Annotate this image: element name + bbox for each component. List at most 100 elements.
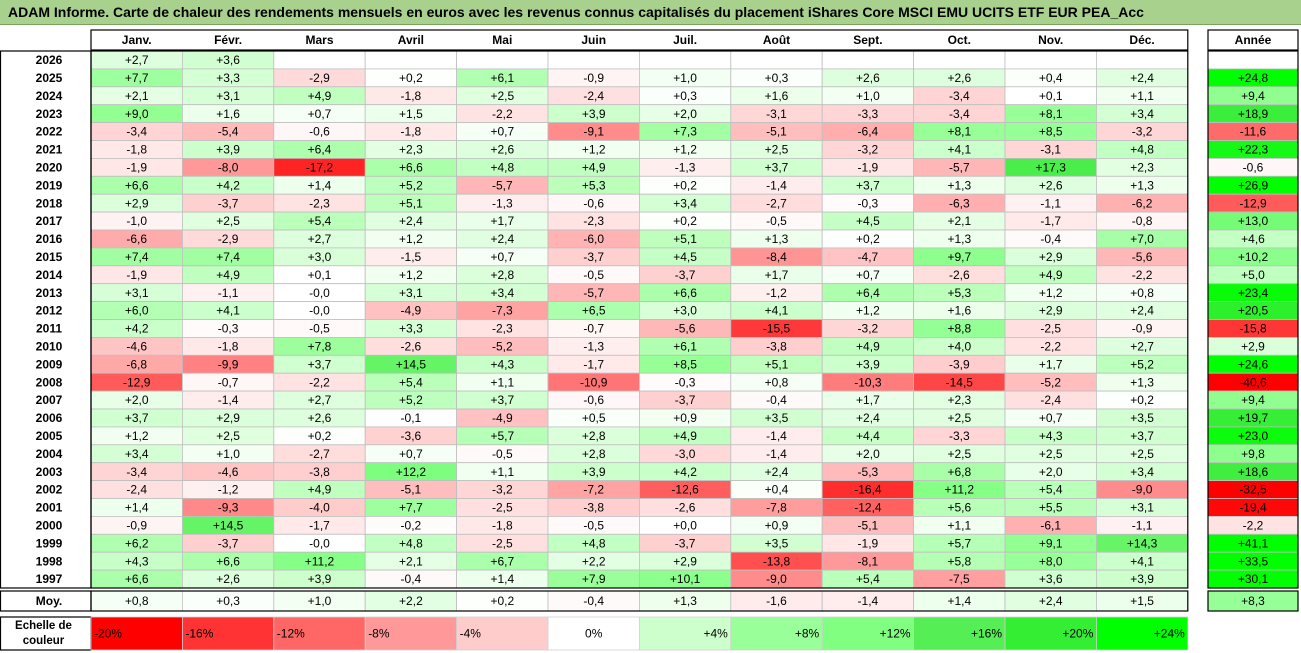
cell-value: +2,9 xyxy=(673,554,697,568)
month-header: Mars xyxy=(305,33,333,47)
annual-value: +26,9 xyxy=(1238,178,1269,192)
average-value: +0,2 xyxy=(490,594,514,608)
cell-value: -0,2 xyxy=(401,519,422,533)
cell-value: -1,4 xyxy=(766,178,787,192)
cell-value: +2,5 xyxy=(947,411,971,425)
cell-value: -2,3 xyxy=(309,196,330,210)
cell-value: -12,6 xyxy=(671,483,699,497)
cell-value: -3,9 xyxy=(949,357,970,371)
cell-value: +5,6 xyxy=(947,501,971,515)
cell-value: +7,3 xyxy=(673,125,697,139)
cell-value: -1,4 xyxy=(766,447,787,461)
cell-value: -0,0 xyxy=(309,536,330,550)
cell-value: +3,7 xyxy=(125,411,149,425)
cell-value: +5,7 xyxy=(947,536,971,550)
month-header-frame xyxy=(90,29,1189,51)
cell-value: -1,9 xyxy=(126,268,147,282)
cell-value: +2,6 xyxy=(947,71,971,85)
cell-value: +2,1 xyxy=(125,89,149,103)
cell-value: -1,7 xyxy=(309,519,330,533)
annual-value: -12,9 xyxy=(1239,196,1267,210)
cell-value: -4,6 xyxy=(218,465,239,479)
cell-value: -6,2 xyxy=(1132,196,1153,210)
cell-value: +2,7 xyxy=(308,232,332,246)
cell-value: +2,6 xyxy=(490,143,514,157)
cell-value: +6,4 xyxy=(856,286,880,300)
cell-value: -2,6 xyxy=(675,501,696,515)
year-label: 1998 xyxy=(36,554,63,568)
cell-value: -16,4 xyxy=(854,483,882,497)
heat-cell xyxy=(639,50,732,70)
year-label: 2021 xyxy=(36,143,63,157)
scale-label-value: +16% xyxy=(971,627,1002,641)
cell-value: -6,6 xyxy=(126,232,147,246)
month-header: Avril xyxy=(398,33,424,47)
cell-value: -0,3 xyxy=(858,196,879,210)
cell-value: +2,9 xyxy=(1039,304,1063,318)
annual-value: -15,8 xyxy=(1239,322,1267,336)
cell-value: +2,2 xyxy=(582,554,606,568)
cell-value: -2,6 xyxy=(949,268,970,282)
cell-value: -1,9 xyxy=(126,161,147,175)
cell-value: -2,3 xyxy=(583,214,604,228)
month-header: Août xyxy=(763,33,790,47)
cell-value: -1,1 xyxy=(1132,519,1153,533)
cell-value: +2,5 xyxy=(216,429,240,443)
cell-value: +4,8 xyxy=(582,536,606,550)
cell-value: +6,8 xyxy=(947,465,971,479)
cell-value: -5,6 xyxy=(1132,250,1153,264)
year-label: 2002 xyxy=(36,483,63,497)
cell-value: +3,9 xyxy=(308,572,332,586)
cell-value: +2,6 xyxy=(308,411,332,425)
cell-value: +5,8 xyxy=(947,554,971,568)
month-header: Févr. xyxy=(214,33,242,47)
cell-value: +1,6 xyxy=(216,107,240,121)
cell-value: -3,2 xyxy=(1132,125,1153,139)
annual-value: +23,4 xyxy=(1238,286,1269,300)
cell-value: +6,6 xyxy=(125,178,149,192)
cell-value: -1,9 xyxy=(858,161,879,175)
scale-label-value: -8% xyxy=(368,627,390,641)
cell-value: +2,0 xyxy=(125,393,149,407)
cell-value: -0,4 xyxy=(401,572,422,586)
cell-value: +1,1 xyxy=(1130,89,1154,103)
annual-value: +18,6 xyxy=(1238,465,1269,479)
cell-value: -2,4 xyxy=(1040,393,1061,407)
cell-value: +2,6 xyxy=(216,572,240,586)
heat-cell xyxy=(456,50,549,70)
cell-value: +9,0 xyxy=(125,107,149,121)
heat-cell xyxy=(1004,50,1097,70)
average-annual-cell xyxy=(1207,590,1299,612)
cell-value: -6,4 xyxy=(858,125,879,139)
cell-value: -6,0 xyxy=(583,232,604,246)
cell-value: +0,7 xyxy=(1039,411,1063,425)
cell-value: -8,0 xyxy=(218,161,239,175)
cell-value: -3,2 xyxy=(858,322,879,336)
cell-value: +1,2 xyxy=(399,268,423,282)
annual-value: +33,5 xyxy=(1238,554,1269,568)
annual-body-frame xyxy=(1207,50,1299,589)
cell-value: -1,1 xyxy=(1040,196,1061,210)
cell-value: +1,3 xyxy=(947,178,971,192)
cell-value: -1,3 xyxy=(583,340,604,354)
cell-value: -0,6 xyxy=(583,393,604,407)
cell-value: -2,2 xyxy=(1040,340,1061,354)
year-label: 2011 xyxy=(36,322,62,336)
cell-value: +0,9 xyxy=(765,519,789,533)
cell-value: +5,1 xyxy=(765,357,789,371)
cell-value: +1,3 xyxy=(765,232,789,246)
cell-value: -3,4 xyxy=(126,465,147,479)
cell-value: -3,0 xyxy=(675,447,696,461)
cell-value: +2,4 xyxy=(1130,71,1154,85)
cell-value: +1,5 xyxy=(399,107,423,121)
heat-cell xyxy=(821,50,915,70)
cell-value: +1,7 xyxy=(856,393,880,407)
cell-value: -3,2 xyxy=(492,483,513,497)
cell-value: +0,0 xyxy=(673,519,697,533)
cell-value: +3,7 xyxy=(490,393,514,407)
scale-label-value: +24% xyxy=(1154,627,1185,641)
cell-value: +3,7 xyxy=(308,357,332,371)
cell-value: +2,6 xyxy=(1039,178,1063,192)
cell-value: -4,9 xyxy=(492,411,513,425)
cell-value: +17,3 xyxy=(1036,161,1067,175)
